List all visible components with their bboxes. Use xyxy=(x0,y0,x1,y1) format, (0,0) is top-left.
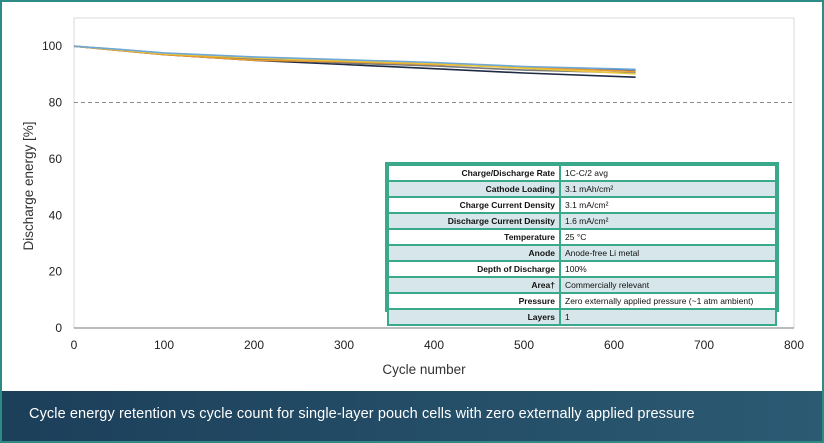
spec-value: 3.1 mAh/cm² xyxy=(559,180,777,198)
series-line xyxy=(73,45,636,71)
x-axis-label: Cycle number xyxy=(382,362,466,377)
spec-row: Area† Commercially relevant xyxy=(387,276,777,294)
x-tick-label: 100 xyxy=(154,338,174,352)
spec-row: Cathode Loading 3.1 mAh/cm² xyxy=(387,180,777,198)
spec-label: Charge Current Density xyxy=(387,196,561,214)
spec-label: Anode xyxy=(387,244,561,262)
spec-label: Discharge Current Density xyxy=(387,212,561,230)
spec-value: Anode-free Li metal xyxy=(559,244,777,262)
spec-label: Charge/Discharge Rate xyxy=(387,164,561,182)
spec-value: 3.1 mA/cm² xyxy=(559,196,777,214)
spec-row: Charge/Discharge Rate 1C-C/2 avg xyxy=(387,164,777,182)
spec-row: Temperature 25 °C xyxy=(387,228,777,246)
y-tick-label: 0 xyxy=(55,321,62,335)
spec-label: Pressure xyxy=(387,292,561,310)
x-tick-label: 700 xyxy=(694,338,714,352)
x-tick-label: 600 xyxy=(604,338,624,352)
spec-value: 25 °C xyxy=(559,228,777,246)
spec-value: 1 xyxy=(559,308,777,326)
x-tick-label: 400 xyxy=(424,338,444,352)
x-tick-label: 300 xyxy=(334,338,354,352)
test-conditions-table: Charge/Discharge Rate 1C-C/2 avg Cathode L… xyxy=(385,162,779,326)
y-tick-label: 40 xyxy=(49,208,63,222)
spec-row: Charge Current Density 3.1 mA/cm² xyxy=(387,196,777,214)
spec-label: Temperature xyxy=(387,228,561,246)
x-tick-label: 200 xyxy=(244,338,264,352)
x-tick-label: 800 xyxy=(784,338,804,352)
x-tick-label: 0 xyxy=(71,338,78,352)
figure-caption: Cycle energy retention vs cycle count fo… xyxy=(29,406,695,422)
spec-row: Layers 1 xyxy=(387,308,777,326)
y-tick-label: 20 xyxy=(49,265,63,279)
spec-value: Zero externally applied pressure (~1 atm… xyxy=(559,292,777,310)
spec-value: 100% xyxy=(559,260,777,278)
spec-row: Anode Anode-free Li metal xyxy=(387,244,777,262)
spec-label: Area† xyxy=(387,276,561,294)
caption-bar: Cycle energy retention vs cycle count fo… xyxy=(2,391,822,441)
spec-label: Cathode Loading xyxy=(387,180,561,198)
x-tick-label: 500 xyxy=(514,338,534,352)
spec-label: Layers xyxy=(387,308,561,326)
spec-value: 1.6 mA/cm² xyxy=(559,212,777,230)
spec-value: Commercially relevant xyxy=(559,276,777,294)
y-tick-label: 100 xyxy=(42,39,62,53)
y-tick-label: 80 xyxy=(49,96,63,110)
spec-value: 1C-C/2 avg xyxy=(559,164,777,182)
spec-label: Depth of Discharge xyxy=(387,260,561,278)
y-axis-label: Discharge energy [%] xyxy=(21,121,36,250)
spec-row: Discharge Current Density 1.6 mA/cm² xyxy=(387,212,777,230)
y-tick-label: 60 xyxy=(49,152,63,166)
spec-row: Depth of Discharge 100% xyxy=(387,260,777,278)
spec-row: Pressure Zero externally applied pressure… xyxy=(387,292,777,310)
